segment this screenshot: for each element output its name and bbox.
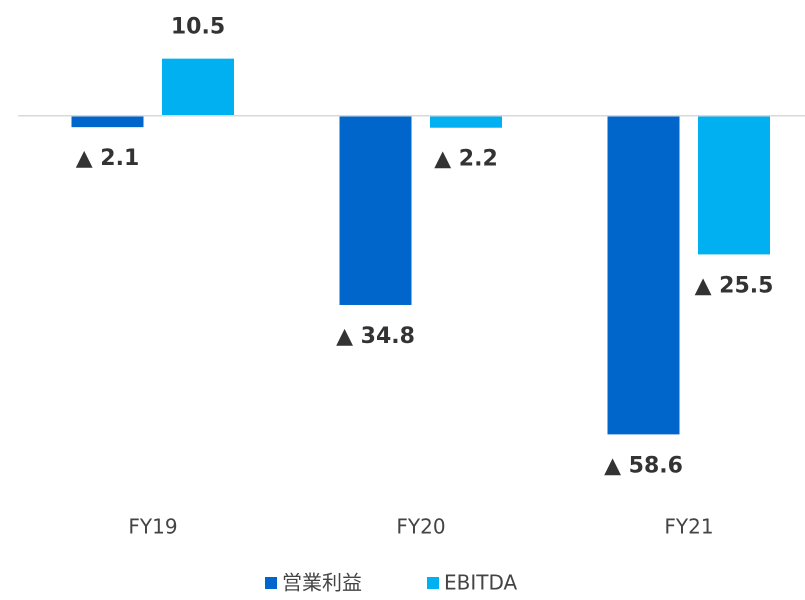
legend-label: EBITDA: [444, 571, 518, 595]
x-tick-label: FY20: [396, 515, 445, 539]
data-label: ▲ 2.2: [434, 147, 498, 172]
data-label: ▲ 34.8: [336, 324, 415, 349]
bar: [71, 115, 144, 128]
data-label: ▲ 2.1: [76, 146, 140, 171]
legend-swatch: [265, 577, 277, 589]
bar: [162, 58, 234, 116]
x-tick-label: FY19: [128, 515, 177, 539]
data-label: ▲ 58.6: [604, 453, 683, 478]
bar: [607, 115, 680, 435]
x-tick-label: FY21: [664, 515, 713, 539]
legend-label: 営業利益: [282, 571, 362, 595]
bar: [339, 115, 412, 305]
bar: [430, 115, 502, 128]
legend-swatch: [427, 577, 439, 589]
bar: [698, 115, 770, 255]
data-label: ▲ 25.5: [695, 273, 774, 298]
data-label: 10.5: [171, 15, 225, 40]
